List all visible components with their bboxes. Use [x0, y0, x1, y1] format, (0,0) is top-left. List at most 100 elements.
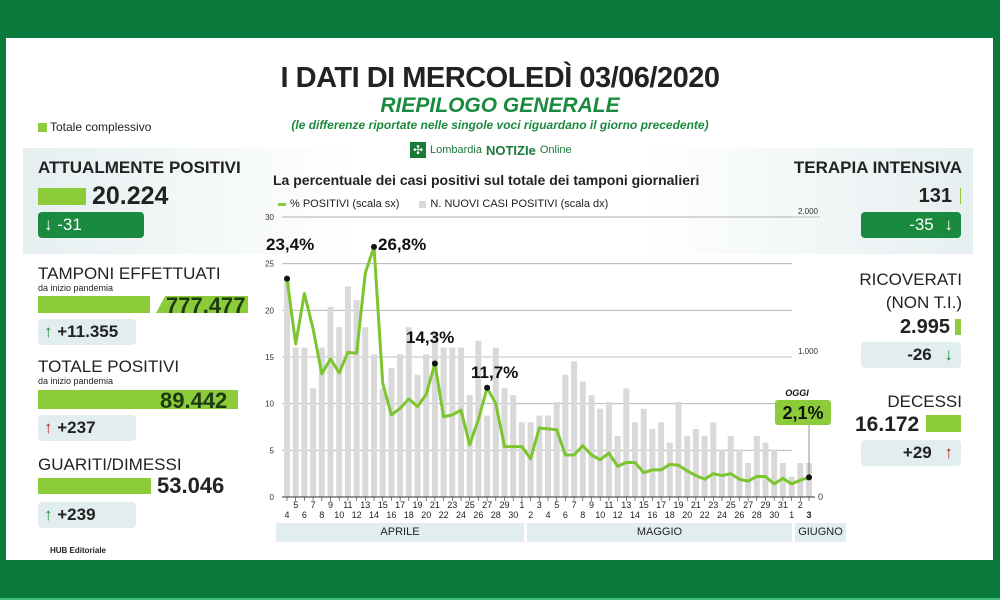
guariti-delta: ↑ +239: [38, 502, 136, 528]
svg-text:9: 9: [589, 500, 594, 510]
logo-text-3: Online: [539, 144, 572, 156]
svg-text:7: 7: [311, 500, 316, 510]
svg-text:26,8%: 26,8%: [378, 235, 426, 254]
svg-text:3: 3: [537, 500, 542, 510]
terapia-value: 131: [918, 185, 952, 207]
svg-text:7: 7: [572, 500, 577, 510]
svg-text:OGGI: OGGI: [785, 388, 809, 398]
svg-text:21: 21: [430, 500, 440, 510]
svg-text:14,3%: 14,3%: [406, 328, 454, 347]
arrow-up-icon: ↑: [44, 505, 53, 524]
header-band: [23, 148, 973, 254]
pinwheel-icon: ✣: [410, 142, 426, 158]
attualmente-positivi-value: 20.224: [92, 182, 169, 210]
svg-text:28: 28: [491, 510, 501, 520]
svg-text:23: 23: [708, 500, 718, 510]
svg-text:31: 31: [778, 500, 788, 510]
svg-text:11: 11: [604, 500, 613, 510]
legend-total: Totale complessivo: [38, 120, 151, 134]
svg-text:1.000: 1.000: [798, 347, 819, 356]
svg-text:27: 27: [482, 500, 492, 510]
svg-text:13: 13: [360, 500, 370, 510]
attualmente-positivi-bar: [38, 188, 86, 205]
chart-legend: % POSITIVI (scala sx) N. NUOVI CASI POSI…: [278, 198, 608, 210]
svg-text:0: 0: [270, 493, 275, 502]
guariti-value: 53.046: [157, 473, 225, 498]
arrow-down-icon: ↓: [944, 345, 954, 364]
arrow-up-icon: ↑: [44, 418, 53, 437]
svg-text:26: 26: [734, 510, 744, 520]
month-giugno: GIUGNO: [795, 523, 846, 542]
tamponi-value: 777.477: [166, 293, 246, 318]
svg-text:2.000: 2.000: [798, 207, 819, 216]
ricoverati-delta: -26 ↓: [861, 342, 961, 368]
svg-text:5: 5: [554, 500, 559, 510]
svg-text:1: 1: [519, 500, 524, 510]
svg-text:6: 6: [302, 510, 307, 520]
svg-text:4: 4: [545, 510, 550, 520]
arrow-down-icon: ↓: [944, 215, 954, 234]
svg-text:15: 15: [639, 500, 649, 510]
ricoverati-label: RICOVERATI: [859, 270, 962, 289]
ricoverati-label2: (NON T.I.): [885, 293, 962, 312]
tamponi-sub: da inizio pandemia: [38, 283, 114, 293]
svg-text:2: 2: [528, 510, 533, 520]
svg-text:25: 25: [265, 260, 274, 269]
month-aprile: APRILE: [276, 523, 524, 542]
svg-text:27: 27: [743, 500, 753, 510]
svg-text:19: 19: [412, 500, 422, 510]
svg-text:18: 18: [665, 510, 675, 520]
svg-text:28: 28: [752, 510, 762, 520]
svg-text:24: 24: [456, 510, 466, 520]
svg-text:15: 15: [265, 353, 274, 362]
page-title: I DATI DI MERCOLEDÌ 03/06/2020: [280, 62, 720, 94]
arrow-up-icon: ↑: [44, 322, 53, 341]
tamponi-label: TAMPONI EFFETTUATI: [38, 264, 221, 283]
chart-title: La percentuale dei casi positivi sul tot…: [273, 172, 700, 188]
totale-positivi-bar: [38, 390, 238, 409]
svg-text:29: 29: [760, 500, 770, 510]
arrow-down-icon: ↓: [44, 215, 53, 234]
page-subtitle: RIEPILOGO GENERALE: [380, 94, 620, 117]
totale-positivi-sub: da inizio pandemia: [38, 376, 114, 386]
arrow-up-icon: ↑: [944, 443, 954, 462]
svg-text:5: 5: [270, 446, 275, 455]
svg-text:13: 13: [621, 500, 631, 510]
svg-text:17: 17: [656, 500, 666, 510]
svg-text:15: 15: [378, 500, 388, 510]
svg-text:30: 30: [508, 510, 518, 520]
logo-text-2: NOTIZIe: [485, 142, 536, 158]
svg-text:10: 10: [334, 510, 344, 520]
terapia-delta: -35 ↓: [861, 212, 961, 238]
svg-text:23: 23: [447, 500, 457, 510]
svg-text:20: 20: [421, 510, 431, 520]
svg-text:12: 12: [613, 510, 623, 520]
legend-swatch-icon: [38, 122, 47, 132]
month-maggio: MAGGIO: [527, 523, 792, 542]
tamponi-bar-part2: [156, 296, 248, 313]
svg-text:16: 16: [647, 510, 657, 520]
svg-text:0: 0: [818, 492, 823, 502]
legend-total-label: Totale complessivo: [50, 120, 152, 134]
svg-text:24: 24: [717, 510, 727, 520]
svg-text:26: 26: [473, 510, 483, 520]
tamponi-bar-part1: [38, 296, 150, 313]
attualmente-positivi-label: ATTUALMENTE POSITIVI: [38, 158, 241, 177]
svg-text:10: 10: [595, 510, 605, 520]
svg-text:22: 22: [700, 510, 710, 520]
page-note: (le differenze riportate nelle singole v…: [291, 118, 709, 132]
svg-text:4: 4: [284, 510, 289, 520]
svg-text:18: 18: [404, 510, 414, 520]
svg-text:6: 6: [563, 510, 568, 520]
guariti-label: GUARITI/DIMESSI: [38, 455, 182, 474]
svg-text:2: 2: [798, 500, 803, 510]
svg-text:10: 10: [265, 400, 274, 409]
svg-text:30: 30: [265, 213, 274, 222]
tamponi-delta: ↑ +11.355: [38, 319, 136, 345]
svg-text:20: 20: [265, 306, 274, 315]
decessi-delta: +29 ↑: [861, 440, 961, 466]
legend-line-icon: [278, 202, 286, 206]
svg-text:21: 21: [691, 500, 701, 510]
svg-text:19: 19: [673, 500, 683, 510]
